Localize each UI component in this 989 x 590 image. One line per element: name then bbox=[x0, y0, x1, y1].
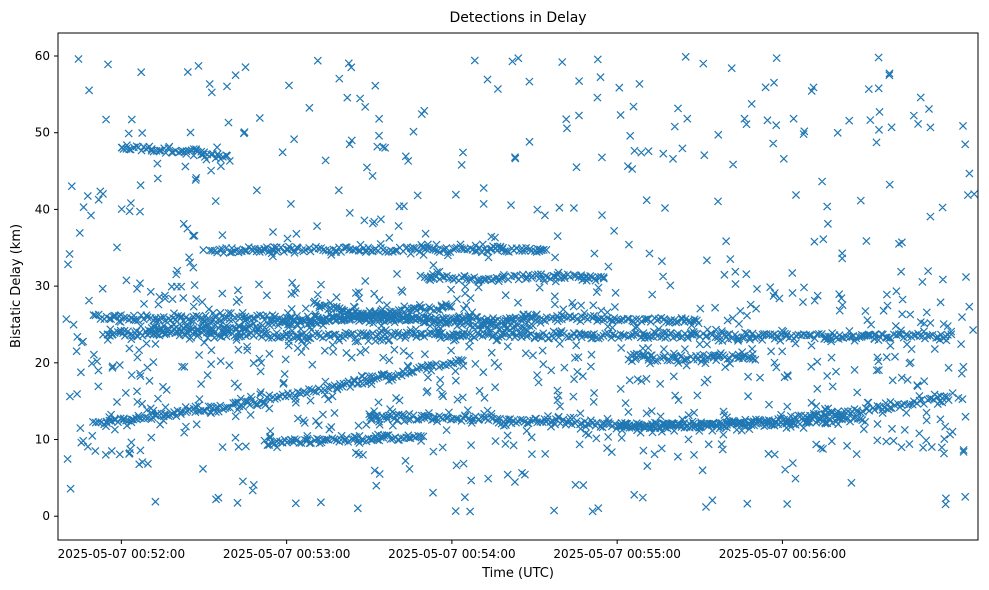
chart-title: Detections in Delay bbox=[449, 10, 586, 26]
y-tick-label: 60 bbox=[35, 49, 50, 63]
x-axis: 2025-05-07 00:52:00 2025-05-07 00:53:00 20… bbox=[58, 540, 846, 561]
x-tick-label: 2025-05-07 00:55:00 bbox=[553, 547, 680, 561]
data-points bbox=[62, 52, 979, 516]
y-tick-label: 50 bbox=[35, 126, 50, 140]
y-tick-label: 10 bbox=[35, 433, 50, 447]
y-tick-label: 20 bbox=[35, 356, 50, 370]
y-tick-label: 30 bbox=[35, 279, 50, 293]
y-axis: 0 10 20 30 40 50 60 bbox=[35, 49, 58, 523]
x-tick-label: 2025-05-07 00:53:00 bbox=[223, 547, 350, 561]
y-tick-label: 0 bbox=[42, 509, 50, 523]
scatter-markers bbox=[62, 52, 979, 516]
x-tick-label: 2025-05-07 00:56:00 bbox=[719, 547, 846, 561]
x-tick-label: 2025-05-07 00:52:00 bbox=[58, 547, 185, 561]
x-tick-label: 2025-05-07 00:54:00 bbox=[388, 547, 515, 561]
x-axis-title: Time (UTC) bbox=[481, 566, 554, 581]
y-axis-title: Bistatic Delay (km) bbox=[9, 224, 24, 348]
y-tick-label: 40 bbox=[35, 202, 50, 216]
